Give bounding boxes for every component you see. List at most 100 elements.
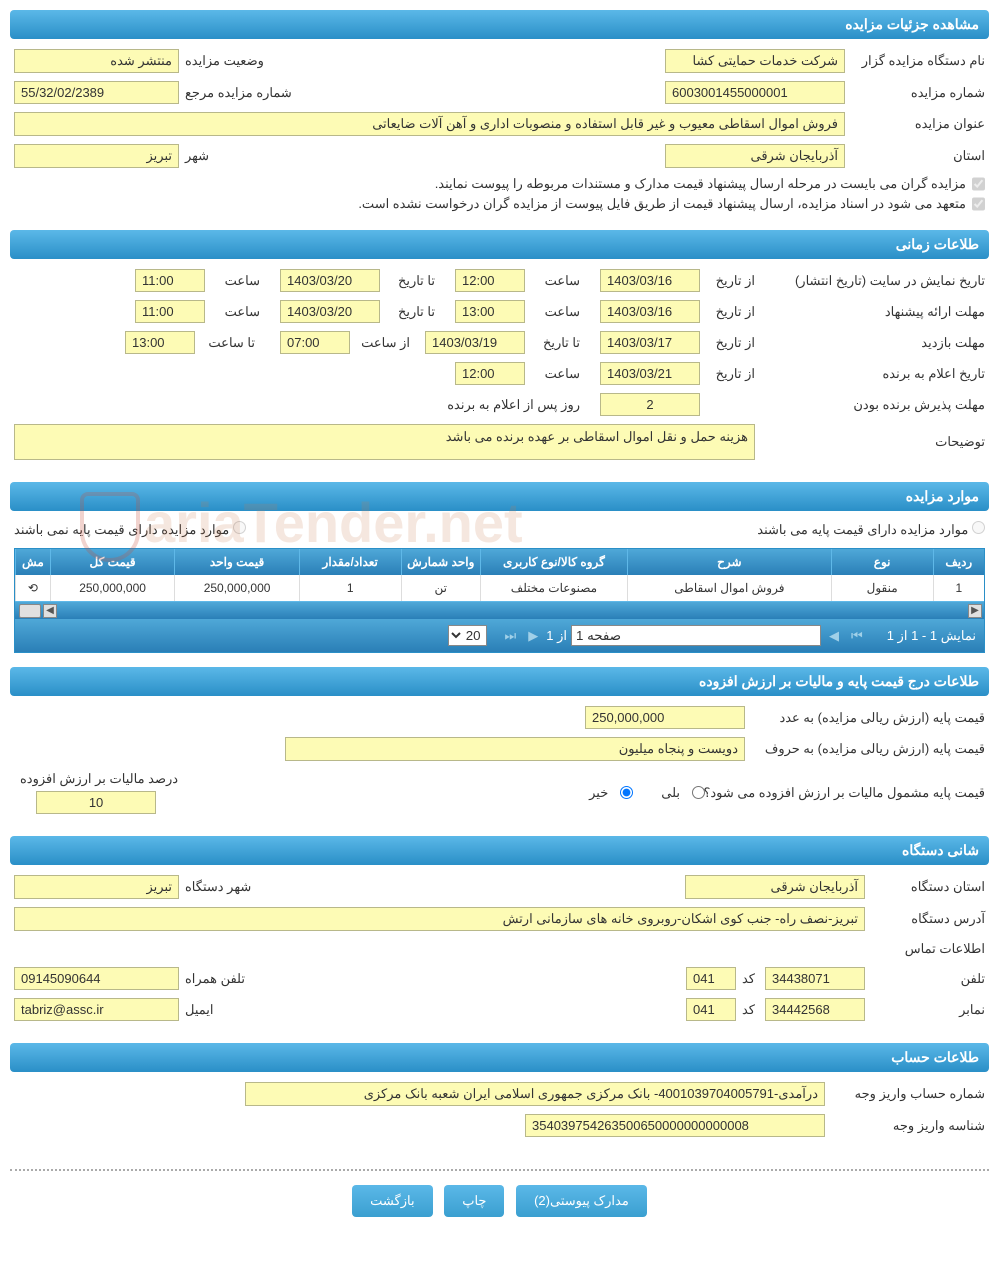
cell-uprice: 250,000,000 [175, 575, 299, 601]
col-desc: شرح [628, 549, 832, 575]
acc-label: شماره حساب واریز وجه [825, 1086, 985, 1102]
pager-last-icon[interactable]: ⏭ [501, 628, 521, 644]
section-header-time: طلاعات زمانی [10, 230, 989, 259]
back-button[interactable]: بازگشت [352, 1185, 432, 1217]
org-label: نام دستگاه مزایده گزار [845, 53, 985, 69]
to-label-1: تا تاریخ [380, 273, 435, 289]
cell-type: منقول [831, 575, 933, 601]
code-label-2: کد [736, 1002, 755, 1018]
ref-value: 55/32/02/2389 [14, 81, 179, 104]
mobile-label: تلفن همراه [179, 971, 245, 987]
city-value: تبریز [14, 144, 179, 168]
vat-yes-radio[interactable] [692, 786, 705, 799]
fax-code: 041 [686, 998, 736, 1021]
publish-to: 1403/03/20 [280, 269, 380, 292]
pager-size-select[interactable]: 20 [448, 625, 487, 646]
visit-from-h: 07:00 [280, 331, 350, 354]
addr-city-label: شهر دستگاه [179, 879, 251, 895]
publish-to-h: 11:00 [135, 269, 205, 292]
vat-no-label: خیر [589, 785, 608, 801]
cell-desc: فروش اموال اسقاطی [628, 575, 832, 601]
notes-label: توضیحات [755, 434, 985, 450]
winner-date: 1403/03/21 [600, 362, 700, 385]
check1-label: مزایده گران می بایست در مرحله ارسال پیشن… [435, 176, 966, 192]
section-details: نام دستگاه مزایده گزار شرکت خدمات حمایتی… [10, 41, 989, 230]
fax-label: نمابر [865, 1002, 985, 1018]
vat-yes-label: بلی [661, 785, 680, 801]
pager: نمایش 1 - 1 از 1 ⏮ ◀ از 1 ▶ ⏭ 20 [15, 619, 984, 652]
title-label: عنوان مزایده [845, 116, 985, 132]
col-tprice: قیمت کل [50, 549, 174, 575]
price-num-label: قیمت پایه (ارزش ریالی مزایده) به عدد [745, 710, 985, 726]
col-unit: واحد شمارش [401, 549, 480, 575]
accept-suffix: روز پس از اعلام به برنده [441, 397, 580, 413]
publish-from-h: 12:00 [455, 269, 525, 292]
phone: 34438071 [765, 967, 865, 990]
num-value: 6003001455000001 [665, 81, 845, 104]
phone-label: تلفن [865, 971, 985, 987]
hour-label-3: ساعت [525, 304, 580, 320]
accept-days: 2 [600, 393, 700, 416]
offer-from-h: 13:00 [455, 300, 525, 323]
from-hour-label: از ساعت [350, 335, 410, 351]
publish-from: 1403/03/16 [600, 269, 700, 292]
price-num-value: 250,000,000 [585, 706, 745, 729]
section-items: موارد مزایده دارای قیمت پایه می باشند مو… [10, 513, 989, 667]
acc-value: درآمدی-4001039704005791- بانک مرکزی جمهو… [245, 1082, 825, 1106]
from-label-3: از تاریخ [700, 335, 755, 351]
addr-label: آدرس دستگاه [865, 911, 985, 927]
contact-title: اطلاعات تماس [14, 941, 985, 957]
cell-group: مصنوعات مختلف [480, 575, 627, 601]
to-label-2: تا تاریخ [380, 304, 435, 320]
province-value: آذربایجان شرقی [665, 144, 845, 168]
baseprice-no-radio [233, 521, 246, 534]
pager-next-icon[interactable]: ▶ [524, 628, 542, 644]
to-hour-label: تا ساعت [195, 335, 255, 351]
cell-qty: 1 [299, 575, 401, 601]
mobile: 09145090644 [14, 967, 179, 990]
email: tabriz@assc.ir [14, 998, 179, 1021]
org-value: شرکت خدمات حمایتی کشا [665, 49, 845, 73]
col-type: نوع [831, 549, 933, 575]
col-qty: تعداد/مقدار [299, 549, 401, 575]
status-value: منتشر شده [14, 49, 179, 73]
baseprice-no: موارد مزایده دارای قیمت پایه نمی باشند [14, 522, 229, 537]
baseprice-yes-radio [972, 521, 985, 534]
table-scrollbar[interactable]: ▶ ◀ [15, 601, 984, 619]
winner-h: 12:00 [455, 362, 525, 385]
section-time: تاریخ نمایش در سایت (تاریخ انتشار) از تا… [10, 261, 989, 482]
vat-no-radio[interactable] [620, 786, 633, 799]
price-word-label: قیمت پایه (ارزش ریالی مزایده) به حروف [745, 741, 985, 757]
publish-label: تاریخ نمایش در سایت (تاریخ انتشار) [755, 273, 985, 289]
city-label: شهر [179, 148, 209, 164]
cell-tprice: 250,000,000 [50, 575, 174, 601]
items-table: ردیف نوع شرح گروه کالا/نوع کاربری واحد ش… [14, 548, 985, 653]
section-header-account: طلاعات حساب [10, 1043, 989, 1072]
baseprice-yes: موارد مزایده دارای قیمت پایه می باشند [757, 522, 968, 537]
section-account: شماره حساب واریز وجه درآمدی-400103970400… [10, 1074, 989, 1159]
ref-label: شماره مزایده مرجع [179, 85, 292, 101]
fax: 34442568 [765, 998, 865, 1021]
hour-label-2: ساعت [205, 273, 260, 289]
from-label-2: از تاریخ [700, 304, 755, 320]
pager-first-icon[interactable]: ⏮ [847, 628, 867, 644]
check1 [972, 176, 985, 192]
num-label: شماره مزایده [845, 85, 985, 101]
vat-pct-label: درصد مالیات بر ارزش افزوده [14, 771, 178, 787]
cell-n: 1 [933, 575, 984, 601]
table-row[interactable]: 1 منقول فروش اموال اسقاطی مصنوعات مختلف … [16, 575, 985, 601]
visit-label: مهلت بازدید [755, 335, 985, 351]
docs-button[interactable]: مدارک پیوستی(2) [516, 1185, 647, 1217]
from-label-1: از تاریخ [700, 273, 755, 289]
print-button[interactable]: چاپ [444, 1185, 504, 1217]
col-row: ردیف [933, 549, 984, 575]
pager-of: از 1 [546, 628, 567, 644]
pager-prev-icon[interactable]: ◀ [825, 628, 843, 644]
vat-q: قیمت پایه مشمول مالیات بر ارزش افزوده می… [705, 785, 985, 801]
pager-page-input[interactable] [571, 625, 821, 646]
visit-to: 1403/03/19 [425, 331, 525, 354]
cell-ms[interactable]: ⟲ [16, 575, 51, 601]
section-header-address: شانی دستگاه [10, 836, 989, 865]
check2 [972, 196, 985, 212]
col-group: گروه کالا/نوع کاربری [480, 549, 627, 575]
